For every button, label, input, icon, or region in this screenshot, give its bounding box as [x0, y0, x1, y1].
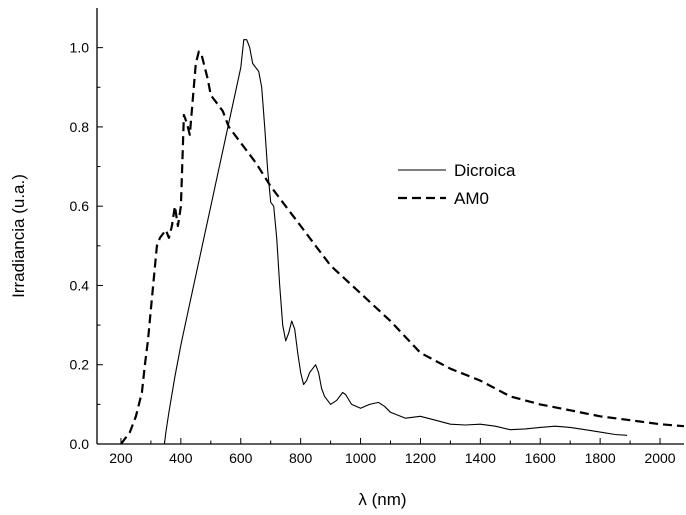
x-tick-label: 1200 — [405, 450, 436, 466]
y-tick-label: 0.4 — [70, 277, 90, 293]
y-tick-label: 0.0 — [70, 436, 90, 452]
x-tick-label: 1400 — [465, 450, 496, 466]
y-axis-label: Irradiancia (u.a.) — [9, 174, 28, 298]
x-tick-label: 400 — [169, 450, 193, 466]
series-line-am0 — [120, 50, 685, 445]
series-line-dicroica — [163, 39, 628, 445]
x-tick-label: 1800 — [585, 450, 616, 466]
legend-label-am0: AM0 — [454, 189, 489, 208]
y-tick-label: 0.8 — [70, 119, 90, 135]
y-tick-label: 0.2 — [70, 357, 90, 373]
ticks: 200 400 600 800 1000 1200 1400 1600 1800 2000 0.0 0… — [70, 40, 676, 466]
y-tick-label: 0.6 — [70, 198, 90, 214]
x-tick-label: 800 — [289, 450, 313, 466]
legend-label-dicroica: Dicroica — [454, 161, 516, 180]
x-tick-label: 1600 — [525, 450, 556, 466]
y-tick-label: 1.0 — [70, 40, 90, 56]
axes — [96, 8, 684, 445]
x-axis-label: λ (nm) — [358, 490, 406, 509]
legend: Dicroica AM0 — [398, 161, 516, 208]
x-tick-label: 200 — [109, 450, 133, 466]
x-tick-label: 600 — [229, 450, 253, 466]
x-tick-label: 1000 — [345, 450, 376, 466]
x-tick-label: 2000 — [644, 450, 675, 466]
series-lines — [120, 39, 685, 445]
